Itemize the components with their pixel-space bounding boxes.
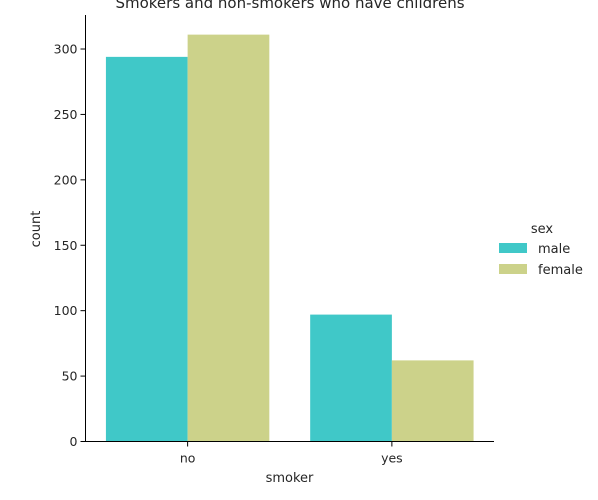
y-tick-label: 250 — [54, 107, 78, 122]
y-tick-label: 50 — [62, 369, 78, 384]
x-axis-title: smoker — [266, 471, 314, 486]
bar-male-no — [105, 56, 188, 442]
y-tick-label: 300 — [54, 42, 78, 57]
y-tick-label: 200 — [54, 172, 78, 187]
legend-swatch-female — [499, 264, 527, 274]
y-tick-label: 0 — [70, 434, 78, 449]
y-axis-ticks: 0 50 100 150 200 250 300 — [54, 42, 86, 449]
bar-female-yes — [391, 360, 474, 442]
legend-title: sex — [531, 222, 554, 237]
bar-male-yes — [310, 314, 392, 442]
bars-layer — [105, 34, 474, 442]
legend-label-female: female — [538, 263, 583, 278]
legend-swatch-male — [499, 243, 527, 253]
y-tick-label: 150 — [54, 238, 78, 253]
legend: sex male female — [499, 222, 583, 278]
x-axis-ticks: no yes — [180, 441, 403, 466]
legend-label-male: male — [538, 242, 570, 257]
x-tick-label-yes: yes — [381, 451, 403, 466]
bar-female-no — [187, 34, 270, 442]
y-axis-title: count — [29, 211, 44, 248]
x-tick-label-no: no — [180, 451, 196, 466]
y-tick-label: 100 — [54, 303, 78, 318]
chart-title: Smokers and non-smokers who have childre… — [115, 0, 464, 12]
